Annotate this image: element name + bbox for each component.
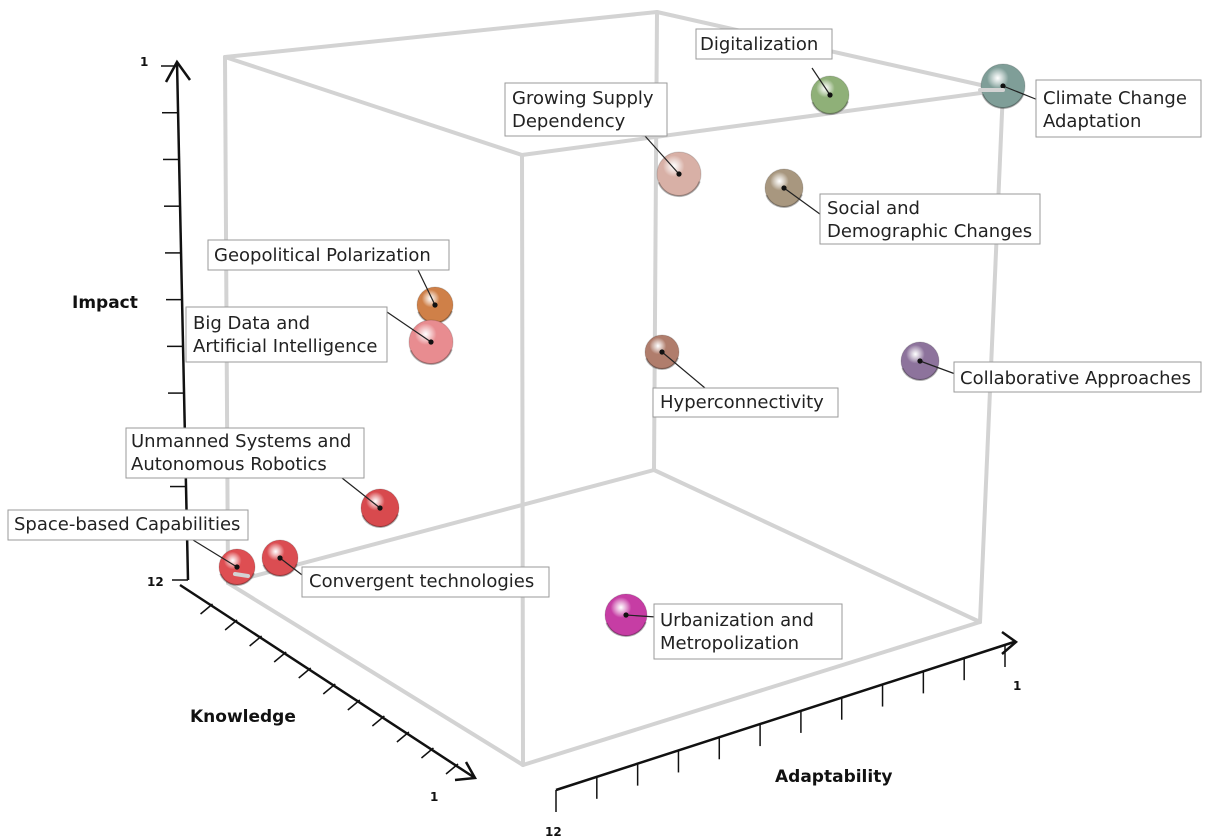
axis-tick [273,651,287,663]
data-point-dot [1000,83,1006,89]
data-point-leader [1002,85,1039,101]
data-point-leader [417,269,436,306]
data-point-dot [827,92,833,98]
data-point-leader [192,539,238,568]
data-point-dot [781,185,787,191]
cube-front-edges [233,88,1005,578]
data-label: Collaborative Approaches [960,368,1191,389]
data-label: Convergent technologies [309,571,534,592]
data-point-dot [659,349,665,355]
data-point-shade [604,593,648,637]
data-point: Collaborative Approaches [900,341,1202,393]
data-point-dot [676,171,682,177]
data-point-shade [656,151,702,197]
data-label: Autonomous Robotics [131,454,327,475]
adaptability-tick-end: 1 [1013,679,1021,693]
data-label-box [125,427,365,479]
data-label-box [1035,79,1202,138]
data-label-box [653,603,843,660]
data-label: Big Data and [193,313,310,334]
data-point-shade [261,539,299,577]
data-label-box [953,361,1202,393]
knowledge-axis-title: Knowledge [190,707,296,727]
data-point: Convergent technologies [261,539,550,598]
axis-tick [200,603,214,615]
data-point-dot [428,339,434,345]
data-point-leader [783,187,825,218]
axis-tick [249,635,263,647]
data-label: Space-based Capabilities [14,514,240,535]
data-label: Unmanned Systems and [131,431,351,452]
data-point-dot [377,505,383,511]
data-label: Dependency [512,111,626,132]
axis-tick [445,763,459,775]
impact-axis: 1 12 Impact [72,55,192,589]
data-point: Digitalization [695,28,850,115]
data-point-leader [661,351,706,389]
data-point-shade [408,319,454,365]
data-point-dot [917,358,923,364]
impact-axis-title: Impact [72,293,138,313]
data-point-dot [277,555,283,561]
data-point: Geopolitical Polarization [207,239,454,324]
axis-tick [224,619,238,631]
data-point-leader [386,311,432,343]
data-label: Adaptation [1043,111,1141,132]
data-label-box [7,509,249,541]
data-point-dot [432,302,438,308]
data-label: Urbanization and [660,610,814,631]
axis-tick [371,715,385,727]
data-point-shade [218,548,256,586]
data-point-shade [360,488,400,528]
data-label-box [185,306,388,363]
data-point-dot [623,612,629,618]
data-point-leader [919,360,959,376]
data-point-leader [341,477,381,509]
data-label: Hyperconnectivity [660,392,824,413]
data-point: Hyperconnectivity [644,334,839,418]
data-label-box [504,82,668,137]
data-point-leader [644,135,680,175]
data-label: Geopolitical Polarization [214,245,431,266]
data-point: Space-based Capabilities [7,509,256,586]
data-label: Social and [827,198,920,219]
adaptability-axis-title: Adaptability [775,767,892,787]
data-point-leader [625,614,657,618]
data-label: Demographic Changes [827,221,1032,242]
axis-tick [298,667,312,679]
data-label-box [695,28,833,60]
data-label-box [301,566,550,598]
axis-tick [396,731,410,743]
knowledge-tick-end: 1 [430,790,438,804]
axis-tick [420,747,434,759]
adaptability-tick-start: 12 [545,825,562,839]
data-point-leader [811,67,831,96]
data-label: Climate Change [1043,88,1187,109]
knowledge-axis: 1 Knowledge [179,583,478,804]
data-label-box [207,239,450,271]
adaptability-axis: 12 1 Adaptability [545,630,1021,839]
data-point-dot [234,564,240,570]
data-label: Artificial Intelligence [193,336,378,357]
data-label: Growing Supply [512,88,654,109]
axis-tick [322,683,336,695]
impact-tick-bottom: 12 [147,575,164,589]
impact-tick-top: 1 [140,55,148,69]
data-point-shade [980,63,1026,109]
data-label-box [819,193,1041,245]
axis-tick [347,699,361,711]
data-label: Digitalization [700,34,818,55]
data-label: Metropolization [660,633,799,654]
data-label-box [652,387,839,418]
